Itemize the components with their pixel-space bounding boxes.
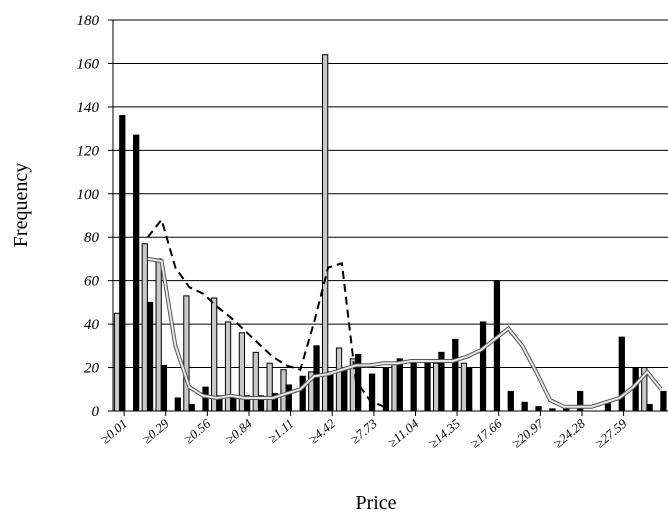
bar-gray [113, 312, 121, 412]
bar-gray [460, 362, 468, 412]
y-tick-label: 160 [77, 56, 100, 72]
bar-gray [141, 243, 148, 412]
x-tick-label: ≥0.29 [139, 415, 172, 446]
bar-gray [155, 258, 162, 412]
bar-black [632, 367, 639, 412]
bar-gray [211, 297, 218, 412]
bar-black [382, 367, 390, 412]
bar-gray [183, 295, 190, 412]
bar-black [479, 321, 487, 412]
bar-black [507, 390, 514, 412]
bar-black [160, 364, 168, 412]
y-tick-label: 20 [84, 361, 100, 377]
bar-black [452, 338, 459, 412]
x-tick-label: ≥4.42 [306, 415, 339, 446]
y-tick-label: 140 [77, 100, 100, 116]
x-axis-title: Price [355, 492, 396, 514]
bar-gray [433, 362, 440, 412]
bar-gray [322, 54, 329, 412]
y-tick-label: 40 [84, 317, 100, 333]
x-tick-label: ≥14.35 [426, 415, 464, 450]
y-tick-label: 60 [84, 274, 100, 290]
bar-black [535, 406, 542, 412]
x-tick-label: ≥0.01 [97, 416, 130, 447]
bar-black [146, 301, 154, 412]
y-tick-label: 0 [92, 404, 100, 420]
bar-gray [252, 351, 259, 412]
bar-black [646, 403, 653, 412]
bar-black [521, 401, 528, 412]
x-tick-label: ≥7.73 [347, 415, 380, 446]
x-tick-label: ≥24.28 [550, 415, 588, 450]
x-tick-label: ≥1.11 [265, 416, 297, 446]
x-tick-label: ≥0.56 [181, 415, 214, 446]
bar-black [410, 362, 417, 412]
gridlines [108, 19, 668, 412]
x-tick-label: ≥11.04 [385, 415, 422, 450]
bar-black [660, 390, 667, 412]
bar-black [202, 386, 209, 412]
x-tick-labels: ≥0.01 ≥0.29 ≥0.56 ≥0.84 ≥1.11 ≥4.42 ≥7.73 ≥11.0… [97, 411, 630, 451]
bar-black [466, 367, 473, 412]
bar-gray [391, 362, 398, 412]
y-tick-label: 120 [77, 143, 100, 159]
bar-black [119, 115, 126, 412]
bar-black [285, 384, 292, 412]
bar-black [174, 397, 181, 412]
x-tick-label: ≥27.59 [592, 415, 630, 450]
curves-layer [146, 217, 663, 409]
bar-gray [266, 362, 273, 412]
bar-black [133, 134, 140, 412]
bar-black [493, 280, 501, 412]
bar-black [424, 362, 431, 412]
y-tick-labels: 0 20 40 60 80 100 120 140 160 180 [77, 13, 100, 420]
bar-black [355, 354, 362, 412]
bar-black [327, 371, 334, 412]
y-tick-label: 100 [77, 187, 100, 203]
bar-gray [335, 347, 343, 412]
bar-black [299, 375, 306, 412]
y-axis-title: Frequency [10, 163, 32, 247]
bar-black [341, 369, 348, 412]
bars-layer [113, 54, 667, 412]
x-tick-label: ≥0.84 [222, 415, 255, 446]
x-tick-label: ≥20.97 [509, 415, 547, 450]
dashed-curve [146, 217, 385, 408]
axes-layer [108, 19, 668, 412]
bar-black [368, 373, 376, 412]
bar-black [396, 358, 403, 412]
y-tick-label: 80 [84, 230, 100, 246]
bar-black [188, 403, 195, 412]
smooth-curve [147, 257, 662, 408]
y-tick-label: 180 [77, 13, 100, 29]
x-tick-label: ≥17.66 [467, 415, 505, 450]
bar-gray [280, 369, 287, 412]
